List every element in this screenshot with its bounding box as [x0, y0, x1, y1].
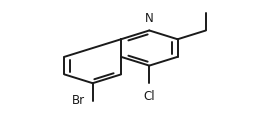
Text: Cl: Cl [144, 90, 155, 103]
Text: Br: Br [72, 94, 85, 107]
Text: N: N [145, 12, 154, 25]
